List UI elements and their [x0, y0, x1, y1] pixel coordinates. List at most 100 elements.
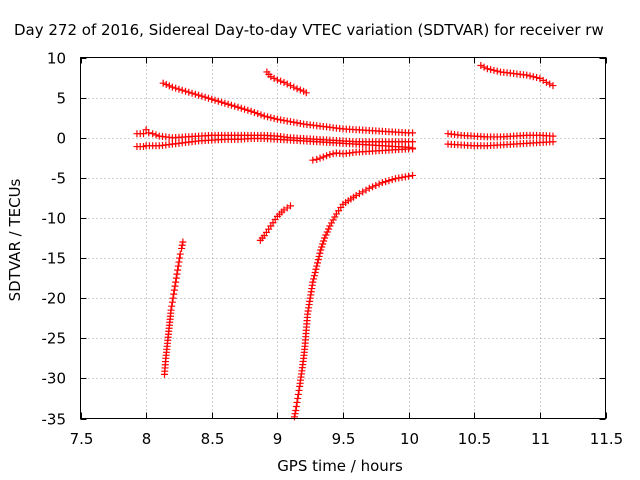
- data-point: [241, 105, 249, 113]
- data-point: [237, 104, 245, 112]
- data-point: [310, 272, 318, 280]
- data-point: [365, 184, 373, 192]
- data-point: [291, 410, 299, 418]
- data-point: [296, 119, 304, 127]
- data-point: [162, 81, 170, 89]
- data-points: [133, 62, 557, 421]
- data-point: [314, 256, 322, 264]
- data-point: [172, 84, 180, 92]
- data-point: [221, 99, 229, 107]
- data-point: [309, 156, 317, 164]
- y-tick-label: -5: [51, 170, 66, 188]
- data-point: [231, 102, 239, 110]
- data-point: [319, 153, 327, 161]
- x-tick-label: 8: [142, 430, 152, 448]
- data-point: [359, 188, 367, 196]
- data-point: [290, 83, 298, 91]
- data-point: [273, 115, 281, 123]
- data-point: [149, 130, 157, 138]
- data-point: [318, 243, 326, 251]
- data-point: [311, 268, 319, 276]
- grid: [80, 57, 606, 419]
- y-tick-label: -30: [42, 370, 67, 388]
- data-point: [295, 386, 303, 394]
- data-point: [182, 87, 189, 95]
- data-point: [477, 62, 485, 70]
- data-point: [168, 83, 176, 91]
- data-point: [317, 246, 325, 254]
- data-point: [369, 183, 377, 191]
- data-point: [178, 86, 186, 94]
- data-point: [176, 250, 184, 258]
- data-point: [526, 72, 534, 80]
- data-point: [260, 112, 268, 120]
- data-point: [331, 213, 339, 221]
- series-arc-h: [309, 145, 417, 164]
- data-point: [325, 225, 333, 233]
- data-point: [191, 90, 199, 98]
- data-point: [140, 130, 147, 138]
- data-point: [195, 91, 203, 99]
- data-point: [247, 107, 255, 115]
- data-point: [227, 101, 235, 109]
- data-point: [293, 119, 301, 127]
- data-point: [313, 155, 321, 163]
- data-point: [218, 98, 226, 106]
- data-point: [382, 178, 390, 186]
- series-arc-c: [477, 62, 557, 90]
- data-point: [326, 151, 334, 159]
- data-point: [214, 97, 222, 105]
- x-tick-label: 8.5: [201, 430, 225, 448]
- axes: 7.5 8 8.5 9 9.5 10 10.5 11 11.5 -35 -30 -25 -20 -15 -1…: [42, 50, 624, 449]
- data-point: [254, 110, 262, 118]
- data-point: [329, 150, 337, 158]
- data-point: [409, 138, 417, 146]
- data-point: [188, 89, 196, 97]
- data-point: [211, 96, 219, 104]
- data-point: [170, 286, 178, 294]
- data-point: [362, 186, 370, 194]
- data-point: [310, 275, 318, 283]
- data-point: [270, 74, 278, 82]
- data-point: [250, 108, 258, 116]
- data-point: [293, 85, 301, 93]
- data-point: [273, 76, 281, 84]
- data-point: [388, 176, 396, 184]
- data-point: [178, 244, 186, 252]
- data-point: [320, 237, 328, 245]
- series-arc-k: [161, 238, 187, 378]
- y-tick-label: -25: [42, 330, 67, 348]
- data-point: [409, 145, 417, 153]
- data-point: [355, 190, 363, 198]
- y-tick-label: 5: [56, 90, 66, 108]
- data-point: [172, 274, 180, 282]
- data-point: [385, 177, 393, 185]
- data-point: [173, 270, 181, 278]
- data-point: [204, 94, 212, 102]
- data-point: [280, 116, 288, 124]
- series-arc-a: [159, 79, 417, 137]
- x-tick-label: 9.5: [332, 430, 356, 448]
- data-point: [398, 173, 406, 181]
- data-point: [323, 228, 331, 236]
- data-point: [316, 249, 324, 257]
- data-point: [372, 181, 380, 189]
- data-point: [287, 118, 294, 126]
- data-point: [277, 77, 285, 85]
- data-point: [168, 298, 176, 306]
- y-tick-label: -10: [42, 210, 67, 228]
- series-arc-e: [133, 135, 417, 152]
- series-arc-j: [290, 171, 417, 421]
- data-point: [329, 216, 337, 224]
- data-point: [314, 259, 322, 267]
- data-point: [395, 174, 403, 182]
- data-point: [283, 80, 291, 88]
- data-point: [392, 175, 399, 183]
- data-point: [283, 117, 291, 125]
- series-arc-i: [256, 202, 294, 244]
- data-point: [185, 88, 193, 96]
- data-point: [287, 82, 294, 90]
- data-point: [375, 180, 383, 188]
- data-point: [224, 100, 232, 108]
- chart-title: Day 272 of 2016, Sidereal Day-to-day VTE…: [14, 21, 604, 39]
